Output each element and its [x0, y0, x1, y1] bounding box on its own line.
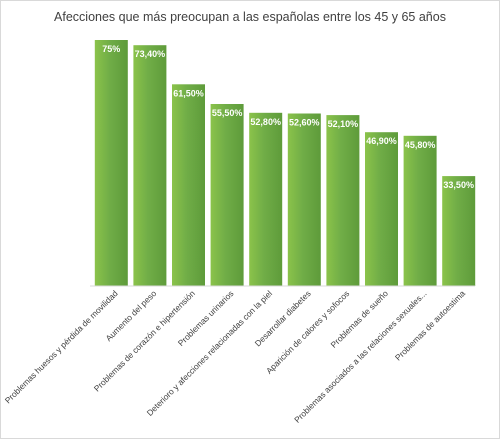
- x-tick-label: Problemas de autoestima: [393, 288, 467, 362]
- data-label: 52,10%: [328, 119, 359, 129]
- data-label: 45,80%: [405, 140, 436, 150]
- x-tick-label: Problemas asociados a las relaciones sex…: [292, 288, 428, 424]
- bar: [403, 135, 437, 286]
- data-label: 52,80%: [250, 117, 281, 127]
- bar: [172, 84, 205, 286]
- data-label: 61,50%: [173, 88, 204, 98]
- chart-title: Afecciones que más preocupan a las españ…: [54, 10, 446, 24]
- data-label: 75%: [102, 44, 120, 54]
- data-label: 46,90%: [366, 136, 397, 146]
- bar: [442, 176, 476, 286]
- data-label: 55,50%: [212, 108, 243, 118]
- bar: [365, 132, 398, 286]
- bar: [287, 113, 321, 286]
- data-label: 52,60%: [289, 118, 320, 128]
- bar: [249, 112, 283, 286]
- bar: [210, 104, 244, 286]
- data-label: 73,40%: [135, 49, 166, 59]
- bar: [94, 40, 128, 286]
- bar: [326, 115, 360, 286]
- bar: [133, 45, 167, 287]
- data-label: 33,50%: [443, 180, 474, 190]
